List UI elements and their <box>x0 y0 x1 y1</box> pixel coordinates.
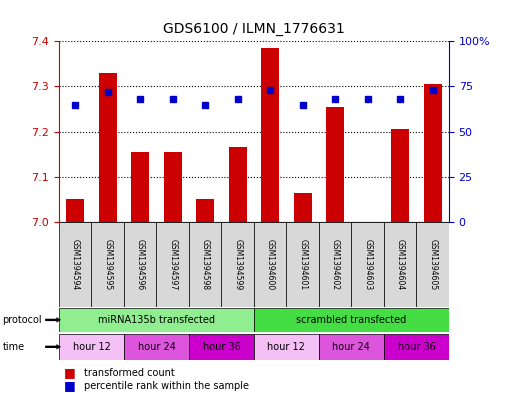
Title: GDS6100 / ILMN_1776631: GDS6100 / ILMN_1776631 <box>163 22 345 36</box>
Bar <box>124 334 189 360</box>
Text: hour 36: hour 36 <box>398 342 435 352</box>
Text: hour 12: hour 12 <box>72 342 110 352</box>
Text: GSM1394604: GSM1394604 <box>396 239 405 290</box>
Text: hour 36: hour 36 <box>203 342 240 352</box>
Bar <box>254 334 319 360</box>
Text: GSM1394601: GSM1394601 <box>298 239 307 290</box>
Text: GSM1394600: GSM1394600 <box>266 239 274 290</box>
Bar <box>254 308 449 332</box>
Bar <box>222 222 254 307</box>
Bar <box>326 107 344 222</box>
Bar <box>156 222 189 307</box>
Text: GSM1394603: GSM1394603 <box>363 239 372 290</box>
Bar <box>254 222 286 307</box>
Text: GSM1394596: GSM1394596 <box>136 239 145 290</box>
Bar <box>319 334 384 360</box>
Text: GSM1394602: GSM1394602 <box>331 239 340 290</box>
Bar <box>351 222 384 307</box>
Text: hour 12: hour 12 <box>267 342 305 352</box>
Bar <box>59 334 124 360</box>
Bar <box>131 152 149 222</box>
Bar <box>59 222 91 307</box>
Bar <box>91 222 124 307</box>
Text: time: time <box>3 342 25 352</box>
Bar <box>424 84 442 222</box>
Bar <box>384 334 449 360</box>
Text: transformed count: transformed count <box>84 367 174 378</box>
Text: ■: ■ <box>64 366 76 379</box>
Bar <box>391 129 409 222</box>
Bar <box>417 222 449 307</box>
Text: miRNA135b transfected: miRNA135b transfected <box>98 315 215 325</box>
Bar <box>196 200 214 222</box>
Text: GSM1394597: GSM1394597 <box>168 239 177 290</box>
Text: GSM1394605: GSM1394605 <box>428 239 437 290</box>
Text: GSM1394595: GSM1394595 <box>103 239 112 290</box>
Bar <box>229 147 247 222</box>
Text: hour 24: hour 24 <box>332 342 370 352</box>
Bar <box>189 334 254 360</box>
Bar <box>286 222 319 307</box>
Text: hour 24: hour 24 <box>137 342 175 352</box>
Bar <box>261 48 279 222</box>
Text: scrambled transfected: scrambled transfected <box>297 315 406 325</box>
Text: GSM1394594: GSM1394594 <box>71 239 80 290</box>
Text: GSM1394598: GSM1394598 <box>201 239 210 290</box>
Text: protocol: protocol <box>3 315 42 325</box>
Text: percentile rank within the sample: percentile rank within the sample <box>84 381 249 391</box>
Text: ■: ■ <box>64 379 76 393</box>
Bar <box>59 308 254 332</box>
Bar <box>66 200 84 222</box>
Bar <box>319 222 351 307</box>
Bar <box>124 222 156 307</box>
Text: GSM1394599: GSM1394599 <box>233 239 242 290</box>
Bar <box>164 152 182 222</box>
Bar <box>99 73 116 222</box>
Bar <box>294 193 311 222</box>
Bar <box>189 222 222 307</box>
Bar <box>384 222 417 307</box>
